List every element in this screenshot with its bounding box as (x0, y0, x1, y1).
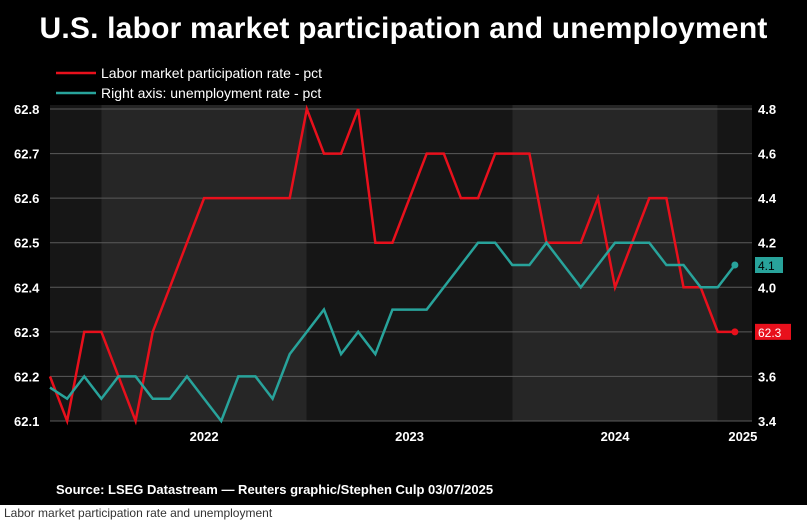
legend-label-1: Labor market participation rate - pct (101, 65, 322, 81)
left-tick-label: 62.4 (14, 280, 40, 295)
year-band (50, 105, 102, 421)
year-band (306, 105, 513, 421)
grid-lines (50, 108, 752, 422)
left-tick-label: 62.8 (14, 102, 39, 117)
left-tick-label: 62.1 (14, 414, 39, 429)
line-chart: 62.162.262.362.462.562.662.762.8 3.43.63… (14, 65, 791, 444)
end-point-2 (731, 261, 739, 269)
right-axis: 3.43.63.84.04.24.44.64.8 (758, 102, 777, 429)
right-tick-label: 4.6 (758, 147, 776, 162)
x-tick-label: 2024 (601, 429, 631, 444)
left-tick-label: 62.5 (14, 236, 39, 251)
left-tick-label: 62.7 (14, 147, 39, 162)
x-tick-label: 2025 (728, 429, 757, 444)
end-label-box-1 (755, 323, 791, 340)
end-label-box-2 (755, 257, 783, 273)
end-point-1 (731, 328, 739, 336)
right-tick-label: 4.2 (758, 236, 776, 251)
series-line-1 (48, 104, 735, 426)
right-tick-label: 3.4 (758, 414, 777, 429)
right-tick-label: 4.4 (758, 191, 777, 206)
year-band (101, 105, 307, 421)
year-bands (50, 105, 752, 421)
chart-title: U.S. labor market participation and unem… (39, 12, 768, 45)
left-tick-label: 62.3 (14, 325, 39, 340)
legend: Labor market participation rate - pct Rig… (56, 65, 322, 101)
series-layer (48, 104, 736, 426)
end-label-2: 4.1 (758, 259, 775, 273)
x-axis: 2022 2023 2024 2025 (190, 429, 758, 444)
legend-label-2: Right axis: unemployment rate - pct (101, 85, 321, 101)
x-tick-label: 2022 (190, 429, 219, 444)
left-axis: 62.1 62.2 62.3 62.4 62.5 62.6 62.7 62.8 (14, 102, 40, 429)
x-tick-label: 2023 (395, 429, 424, 444)
right-tick-label: 3.6 (758, 369, 776, 384)
end-label-1: 62.3 (758, 326, 782, 340)
end-labels: 62.3 4.1 (731, 257, 791, 340)
year-band (512, 105, 718, 421)
right-tick-label: 4.0 (758, 280, 776, 295)
figure-caption: Labor market participation rate and unem… (4, 506, 273, 520)
left-tick-label: 62.6 (14, 191, 39, 206)
series-line-2 (49, 240, 736, 424)
left-tick-label: 62.2 (14, 369, 39, 384)
source-note: Source: LSEG Datastream — Reuters graphi… (56, 482, 494, 497)
right-tick-label: 4.8 (758, 102, 776, 117)
